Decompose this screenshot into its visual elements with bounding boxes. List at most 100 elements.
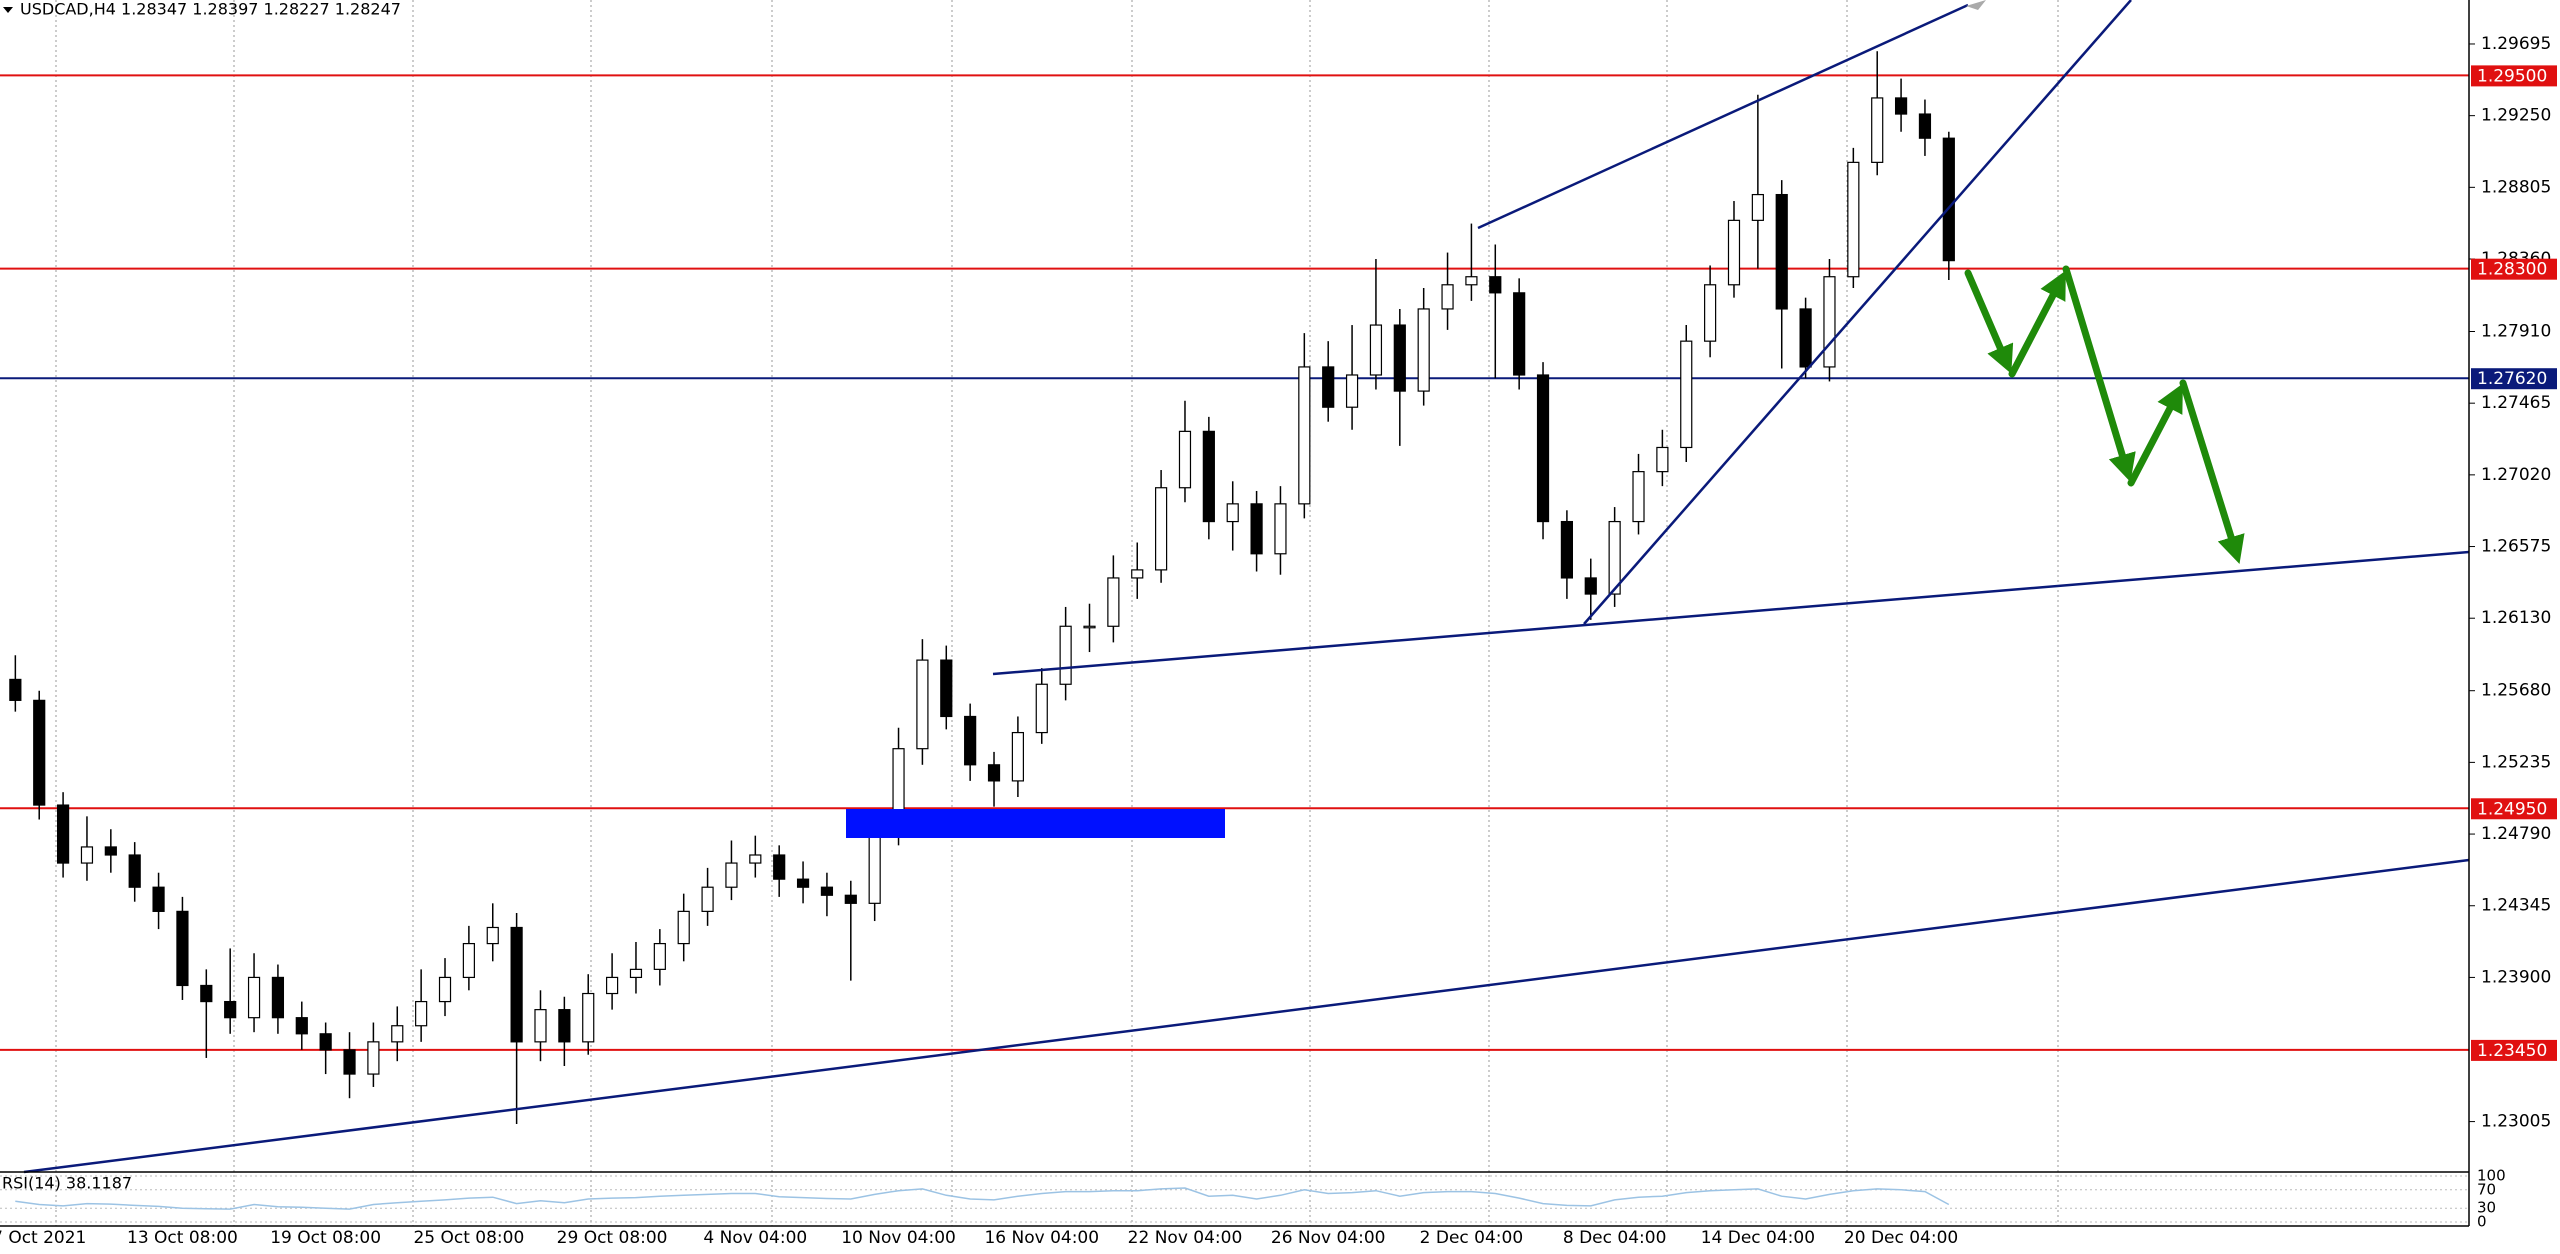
x-tick-label: 10 Nov 04:00 [841, 1228, 956, 1248]
trendline [23, 858, 2470, 1174]
menu-triangle [3, 7, 13, 13]
candle-body [176, 910, 189, 987]
candle-body [796, 878, 810, 888]
level-tag [2471, 798, 2557, 820]
candle-body [1298, 366, 1311, 505]
candle-body [1560, 520, 1574, 579]
candle-body [247, 976, 261, 1019]
candle-body [271, 976, 285, 1019]
candle-body [1035, 683, 1048, 734]
forecast-arrow [2127, 383, 2183, 487]
level-tag [2471, 65, 2557, 87]
candle-body [1322, 366, 1335, 408]
demand-zone [846, 809, 1225, 838]
candle-body [1918, 113, 1932, 139]
candle-body [1250, 503, 1263, 555]
candle-body [1894, 97, 1908, 115]
candle-body [9, 678, 22, 701]
candle-body [558, 1009, 571, 1043]
level-label: 1.23450 [2477, 1041, 2547, 1061]
candle-body [1656, 446, 1669, 473]
candle-body [1083, 625, 1096, 629]
rsi-tick-label: 100 [2477, 1167, 2506, 1185]
y-tick-label: 1.27910 [2481, 321, 2551, 341]
trendline [1477, 3, 1969, 230]
candle-body [940, 659, 953, 718]
candle-body [916, 659, 929, 750]
candle-body [987, 764, 1001, 782]
candle-body [128, 854, 141, 888]
candle-body [1513, 292, 1526, 376]
y-tick-label: 1.28805 [2481, 177, 2551, 197]
candle-body [367, 1041, 380, 1075]
rsi-label: RSI(14) 38.1187 [2, 1174, 132, 1193]
candle-body [462, 942, 475, 979]
forecast-arrows [1964, 265, 2245, 565]
candle-body [1799, 308, 1812, 368]
trendline [1583, 0, 2132, 625]
y-tick-label: 1.29250 [2481, 106, 2551, 126]
y-tick-label: 1.25680 [2481, 681, 2551, 701]
candle-body [1393, 324, 1406, 392]
candle-body [1345, 374, 1359, 408]
y-tick-label: 1.24345 [2481, 896, 2551, 916]
candle-body [1011, 731, 1024, 782]
x-tick-label: 26 Nov 04:00 [1271, 1228, 1386, 1248]
chart-title: USDCAD,H4 1.28347 1.28397 1.28227 1.2824… [20, 0, 401, 19]
levels [0, 74, 2469, 1051]
candle-body [1536, 374, 1550, 523]
candle-body [1942, 137, 1955, 262]
x-tick-label: 13 Oct 08:00 [127, 1228, 238, 1248]
candle-body [438, 976, 452, 1003]
candles [9, 51, 1955, 1124]
candle-body [152, 886, 165, 912]
candle-body [1274, 503, 1287, 555]
level-label: 1.27620 [2477, 369, 2547, 389]
rsi-tick-label: 0 [2477, 1213, 2487, 1231]
y-tick-label: 1.26575 [2481, 537, 2551, 557]
x-tick-label: 25 Oct 08:00 [413, 1228, 524, 1248]
candle-body [1441, 284, 1454, 310]
candle-body [1178, 430, 1192, 489]
y-tick-label: 1.23005 [2481, 1112, 2551, 1132]
candle-body [1107, 577, 1120, 627]
candle-body [1632, 471, 1645, 523]
forecast-arrow [1964, 269, 2014, 374]
candle-body [1775, 193, 1788, 310]
candle-body [773, 854, 786, 880]
trendline [992, 550, 2470, 676]
candle-body [1751, 193, 1764, 221]
candle-body [701, 886, 714, 912]
candle-body [1059, 625, 1072, 685]
rsi-tick-label: 70 [2477, 1180, 2496, 1198]
candle-body [1131, 569, 1144, 579]
y-tick-label: 1.27465 [2481, 393, 2551, 413]
candle-body [510, 926, 523, 1043]
x-tick-label: 19 Oct 08:00 [270, 1228, 381, 1248]
candle-body [1489, 276, 1502, 294]
candle-body [1847, 161, 1860, 278]
y-tick-label: 1.26130 [2481, 608, 2551, 628]
candle-body [653, 942, 666, 970]
rsi-tick-label: 30 [2477, 1199, 2496, 1217]
candle-body [1871, 97, 1884, 163]
y-tick-label: 1.29695 [2481, 34, 2551, 54]
candle-body [200, 984, 213, 1003]
candle-body [1202, 430, 1215, 523]
level-label: 1.28300 [2477, 260, 2547, 280]
candle-body [224, 1000, 237, 1019]
y-tick-label: 1.24790 [2481, 824, 2551, 844]
candle-body [1823, 276, 1836, 368]
x-tick-label: 7 Oct 2021 [0, 1228, 86, 1248]
candle-body [1608, 520, 1621, 595]
forecast-arrow [2062, 265, 2136, 483]
candle-body [1155, 487, 1168, 571]
candle-body [1584, 577, 1597, 595]
x-tick-label: 14 Dec 04:00 [1701, 1228, 1815, 1248]
x-tick-label: 29 Oct 08:00 [557, 1228, 668, 1248]
candle-body [1680, 340, 1693, 449]
